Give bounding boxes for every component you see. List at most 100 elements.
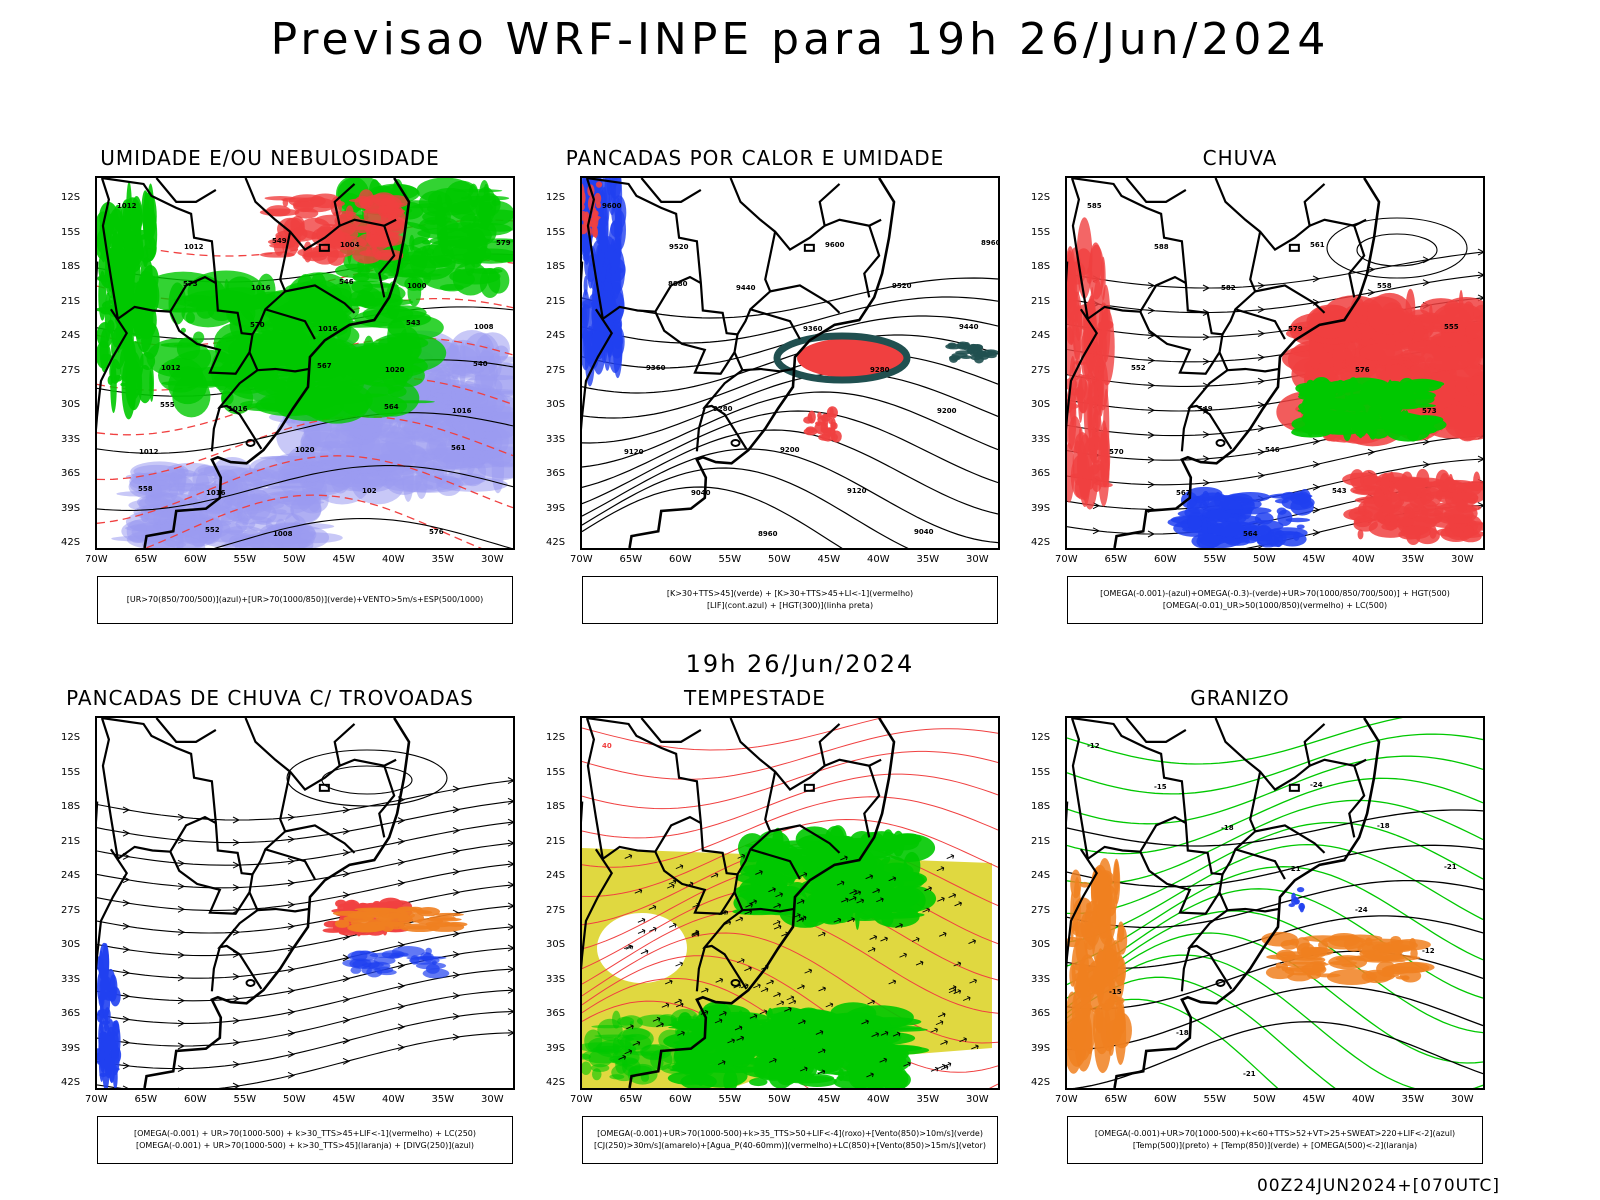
latitude-label: 39S (61, 1042, 81, 1054)
latitude-label: 15S (1031, 766, 1051, 778)
panel-legend: [OMEGA(-0.001)+UR>70(1000-500)+k<60+TTS>… (1067, 1116, 1483, 1164)
longitude-label: 70W (570, 554, 593, 565)
contour-label: 1016 (318, 325, 338, 333)
panel-title: UMIDADE E/OU NEBULOSIDADE (100, 146, 440, 170)
panel-tempestade: TEMPESTADE 40 12S 15S 18S 21S 24S 27S 30S 33S 36S 3… (520, 686, 1000, 1166)
contour-label: 8880 (668, 280, 688, 288)
contour-label: 567 (317, 362, 332, 370)
latitude-label: 27S (546, 364, 566, 376)
contour-label: 9440 (736, 284, 756, 292)
longitude-label: 65W (619, 1094, 643, 1105)
longitude-label: 40W (1352, 1094, 1375, 1105)
longitude-label: 50W (768, 554, 791, 565)
contour-label: 8960 (981, 239, 998, 247)
longitude-label: 55W (718, 554, 742, 565)
latitude-label: 21S (546, 835, 566, 847)
contour-label: -12 (1087, 742, 1100, 750)
latitude-label: 24S (61, 870, 81, 881)
latitude-label: 18S (1031, 261, 1051, 272)
latitude-label: 33S (61, 433, 81, 445)
longitude-label: 70W (1055, 554, 1078, 565)
longitude-label: 30W (481, 554, 504, 565)
longitude-label: 45W (1302, 1094, 1326, 1105)
contour-label: -18 (1377, 822, 1390, 830)
panel-legend: [OMEGA(-0.001)+UR>70(1000-500)+k>35_TTS>… (582, 1116, 998, 1164)
longitude-label: 30W (1451, 1094, 1474, 1105)
latitude-label: 18S (1031, 801, 1051, 812)
longitude-label: 70W (85, 554, 108, 565)
legend-line: [UR>70(850/700/500)](azul)+[UR>70(1000/8… (126, 595, 484, 604)
latitude-label: 18S (61, 801, 81, 812)
contour-label: 102 (362, 487, 377, 495)
latitude-label: 39S (546, 1042, 566, 1054)
coastline (143, 718, 411, 1088)
contour-label: 1012 (117, 202, 137, 210)
contour-label: 549 (1198, 405, 1213, 413)
legend-line: [OMEGA(-0.001) + UR>70(1000-500) + k>30_… (133, 1129, 477, 1138)
latitude-label: 33S (1031, 433, 1051, 445)
latitude-label: 36S (546, 1008, 566, 1019)
latitude-label: 39S (1031, 502, 1051, 514)
contour-label: 579 (496, 239, 511, 247)
legend-line: [OMEGA(-0.001)+UR>70(1000-500)+k>35_TTS>… (597, 1129, 983, 1138)
longitude-label: 40W (867, 1094, 890, 1105)
contour-label: -24 (1310, 781, 1323, 789)
latitude-label: 36S (546, 468, 566, 479)
longitude-label: 45W (817, 1094, 841, 1105)
contour-label: 543 (406, 319, 421, 327)
latitude-label: 15S (1031, 226, 1051, 238)
contour-label: 9360 (646, 364, 666, 372)
longitude-label: 60W (184, 1094, 207, 1105)
contour-label: 9280 (713, 405, 733, 413)
contour-label: 9040 (691, 489, 711, 497)
contour-label: 567 (1176, 489, 1191, 497)
longitude-label: 50W (1253, 1094, 1276, 1105)
contour-label: 552 (1131, 364, 1146, 372)
latitude-label: 27S (1031, 904, 1051, 916)
contour-label: 1004 (340, 241, 360, 249)
longitude-label: 65W (134, 554, 158, 565)
latitude-label: 12S (546, 192, 566, 203)
contour-label: 9520 (892, 282, 912, 290)
longitude-label: 30W (966, 554, 989, 565)
latitude-label: 30S (61, 399, 81, 410)
contour-label: -12 (1422, 947, 1435, 955)
latitude-label: 15S (546, 226, 566, 238)
contour-label: 1012 (184, 243, 204, 251)
latitude-label: 12S (1031, 192, 1051, 203)
latitude-label: 24S (546, 330, 566, 341)
latitude-label: 12S (546, 732, 566, 743)
latitude-label: 24S (61, 330, 81, 341)
latitude-label: 27S (546, 904, 566, 916)
legend-line: [OMEGA(-0.001)-(azul)+OMEGA(-0.3)-(verde… (1100, 589, 1450, 598)
longitude-label: 55W (233, 1094, 257, 1105)
contour-label: 1000 (407, 282, 427, 290)
contour-label: 555 (1444, 323, 1459, 331)
latitude-label: 12S (61, 732, 81, 743)
latitude-label: 33S (1031, 973, 1051, 985)
panel-legend: [OMEGA(-0.001)-(azul)+OMEGA(-0.3)-(verde… (1067, 576, 1483, 624)
contour-label: -15 (1154, 783, 1167, 791)
contour-label: 1016 (251, 284, 271, 292)
latitude-label: 24S (1031, 870, 1051, 881)
latitude-label: 36S (61, 468, 81, 479)
longitude-label: 40W (867, 554, 890, 565)
panel-title: CHUVA (1202, 146, 1278, 170)
longitude-label: 60W (1154, 1094, 1177, 1105)
latitude-label: 42S (61, 537, 81, 548)
contour-label: 561 (451, 444, 466, 452)
panel-pancadas-calor: PANCADAS POR CALOR E UMIDADE 9600 9520 9440… (520, 146, 1000, 626)
latitude-label: 36S (1031, 1008, 1051, 1019)
contour-label: 564 (384, 403, 399, 411)
longitude-label: 30W (1451, 554, 1474, 565)
longitude-label: 50W (768, 1094, 791, 1105)
panel-title: PANCADAS POR CALOR E UMIDADE (565, 146, 945, 170)
longitude-label: 60W (1154, 554, 1177, 565)
contour-label: -18 (1221, 824, 1234, 832)
contour-label: 9120 (624, 448, 644, 456)
longitude-label: 35W (431, 554, 455, 565)
map-plot: 585 588 582 579 576 573 570 567 564 561 558 555 552 5… (1065, 176, 1485, 550)
latitude-label: 27S (61, 364, 81, 376)
longitude-label: 70W (85, 1094, 108, 1105)
contour-label: 1008 (474, 323, 494, 331)
